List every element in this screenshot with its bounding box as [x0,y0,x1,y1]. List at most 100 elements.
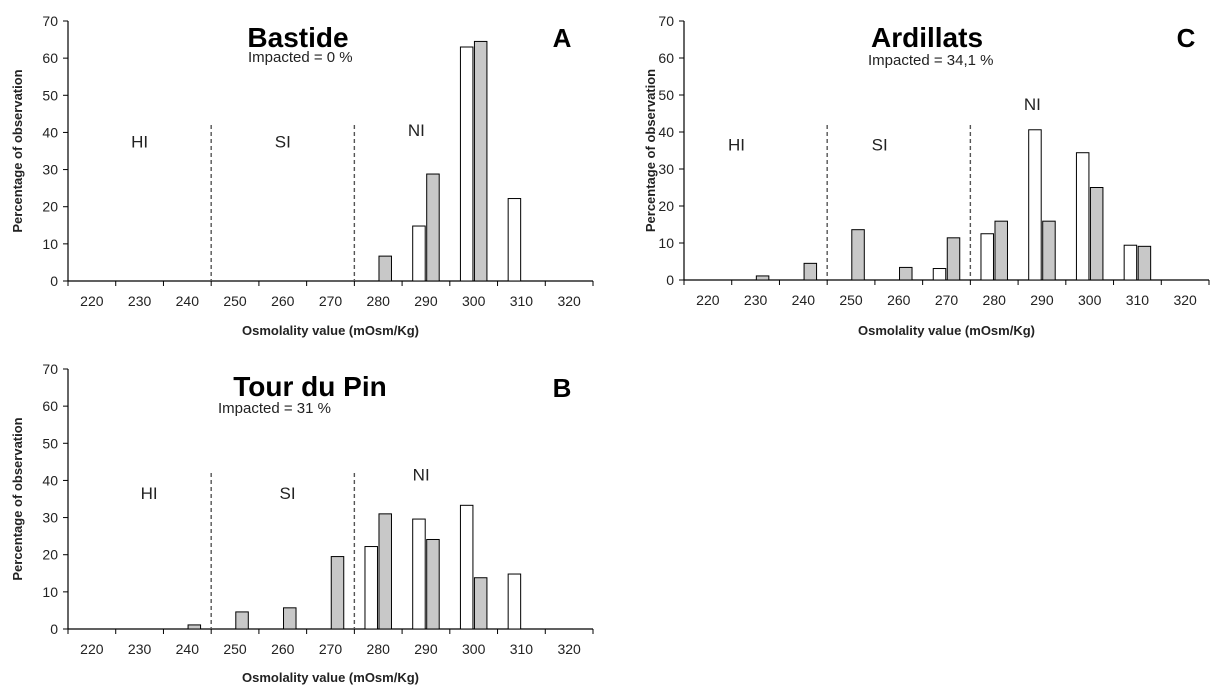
bar-grey-290 [426,173,440,282]
y-tick-label: 40 [42,472,58,488]
y-tick-label: 20 [658,198,674,214]
chart-panel-a: 0 10 20 30 40 50 60 70 220 230 240 250 260 270 280 290 3… [10,13,594,338]
x-tick-label: 240 [792,292,816,308]
bar-white-310 [507,573,522,630]
panel-letter: C [1177,23,1196,53]
bar-grey-280 [378,513,392,630]
bar-grey-280 [378,255,392,282]
x-tick-label: 290 [414,293,438,309]
zone-label-ni: NI [408,121,425,140]
y-tick-label: 10 [42,236,58,252]
x-tick-label: 240 [176,641,200,657]
impacted-percentage: Impacted = 0 % [248,49,353,66]
x-tick-label: 240 [176,293,200,309]
zone-label-hi: HI [131,132,148,151]
zone-label-ni: NI [1024,95,1041,114]
y-tick-label: 0 [50,621,58,637]
bar-white-310 [1123,244,1138,281]
bar-white-300 [459,504,474,630]
y-tick-label: 60 [42,398,58,414]
y-tick-label: 10 [658,235,674,251]
bar-grey-260 [899,266,913,281]
zone-label-ni: NI [413,465,430,484]
bar-white-300 [1075,152,1090,281]
y-tick-label: 40 [658,124,674,140]
bar-white-290 [412,225,426,282]
x-tick-label: 250 [839,292,863,308]
y-tick-label: 10 [42,584,58,600]
chart-panel-c: 0 10 20 30 40 50 60 70 220 230 240 250 260 270 280 290 3… [643,13,1210,338]
bar-grey-300 [1089,187,1104,281]
zone-label-si: SI [275,132,291,151]
y-tick-label: 50 [42,435,58,451]
zone-label-hi: HI [728,136,745,155]
x-tick-label: 260 [271,293,295,309]
y-tick-label: 20 [42,547,58,563]
bar-white-290 [1028,129,1042,281]
zone-label-si: SI [872,136,888,155]
y-tick-label: 30 [42,510,58,526]
chart-title: Tour du Pin [233,371,386,402]
x-tick-label: 280 [367,641,391,657]
y-tick-label: 20 [42,199,58,215]
y-tick-label: 50 [42,87,58,103]
y-tick-label: 70 [658,13,674,29]
bar-grey-270 [330,556,345,630]
bar-white-270 [932,268,947,281]
bar-grey-240 [187,624,202,630]
chart-panel-b: 0 10 20 30 40 50 60 70 220 230 240 250 260 270 280 290 3… [10,361,594,685]
y-tick-label: 60 [42,50,58,66]
bar-grey-230 [755,275,770,281]
bar-grey-300 [473,40,488,282]
x-tick-label: 230 [128,641,152,657]
x-tick-label: 310 [510,641,534,657]
x-tick-label: 270 [319,641,343,657]
bar-grey-250 [851,229,865,281]
bar-grey-270 [946,237,961,281]
bar-white-310 [507,198,522,282]
bar-grey-290 [1042,220,1056,281]
y-tick-label: 70 [42,13,58,29]
chart-title: Bastide [247,22,348,53]
x-axis-title: Osmolality value (mOsm/Kg) [242,670,419,685]
x-tick-label: 270 [319,293,343,309]
x-tick-label: 230 [744,292,768,308]
x-tick-label: 310 [1126,292,1150,308]
x-tick-label: 280 [983,292,1007,308]
x-axis-title: Osmolality value (mOsm/Kg) [242,323,419,338]
x-tick-label: 320 [1173,292,1197,308]
y-tick-label: 0 [666,272,674,288]
x-tick-label: 310 [510,293,534,309]
y-axis-title: Percentage of observation [10,417,25,580]
bar-grey-250 [235,611,249,630]
bar-grey-240 [803,262,818,281]
x-tick-label: 250 [223,641,247,657]
x-tick-label: 300 [462,641,486,657]
y-tick-label: 50 [658,87,674,103]
bar-white-300 [459,46,474,282]
x-tick-label: 290 [414,641,438,657]
bar-grey-310 [1137,245,1152,281]
bar-white-280 [364,546,378,630]
y-tick-label: 30 [658,161,674,177]
zone-label-hi: HI [141,484,158,503]
x-tick-label: 220 [80,641,104,657]
y-tick-label: 0 [50,273,58,289]
x-tick-label: 300 [462,293,486,309]
x-tick-label: 220 [696,292,720,308]
x-tick-label: 230 [128,293,152,309]
bar-grey-290 [426,538,440,630]
y-axis-title: Percentage of observation [10,69,25,232]
zone-label-si: SI [280,484,296,503]
chart-title: Ardillats [871,22,983,53]
x-tick-label: 250 [223,293,247,309]
x-tick-label: 260 [271,641,295,657]
bar-grey-280 [994,220,1008,281]
x-axis-title: Osmolality value (mOsm/Kg) [858,323,1035,338]
x-tick-label: 320 [557,293,581,309]
y-tick-label: 40 [42,124,58,140]
bar-white-280 [980,233,994,281]
impacted-percentage: Impacted = 34,1 % [868,52,994,69]
bar-white-290 [412,518,426,630]
